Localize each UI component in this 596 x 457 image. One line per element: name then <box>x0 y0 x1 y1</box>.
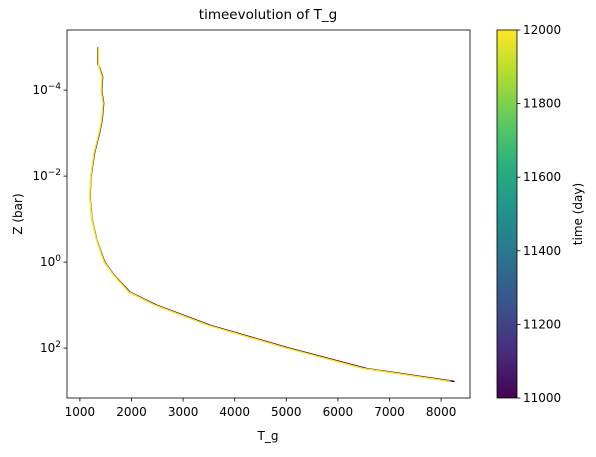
x-tick-label: 1000 <box>65 405 96 419</box>
x-tick-label: 2000 <box>116 405 147 419</box>
y-tick-label: 100 <box>40 254 61 269</box>
colorbar-label: time (day) <box>571 183 585 245</box>
y-axis-label: Z (bar) <box>11 193 25 234</box>
line <box>89 47 455 383</box>
colorbar-tick-label: 11200 <box>523 317 561 331</box>
colorbar-tick-label: 11800 <box>523 97 561 111</box>
colorbar-tick-label: 12000 <box>523 23 561 37</box>
y-tick-label: 102 <box>40 340 61 355</box>
plot-frame <box>66 29 471 399</box>
x-tick-label: 3000 <box>168 405 199 419</box>
x-tick-label: 8000 <box>426 405 457 419</box>
colorbar-tick-label: 11600 <box>523 170 561 184</box>
x-tick-label: 6000 <box>323 405 354 419</box>
colorbar-frame <box>496 29 518 399</box>
line <box>88 47 451 383</box>
chart-title: timeevolution of T_g <box>199 7 337 23</box>
x-tick-label: 7000 <box>374 405 405 419</box>
y-tick-label: 10−2 <box>32 168 61 183</box>
colorbar-tick-label: 11000 <box>523 391 561 405</box>
x-tick-label: 5000 <box>271 405 302 419</box>
x-tick-label: 4000 <box>219 405 250 419</box>
colorbar <box>497 30 517 398</box>
x-axis-label: T_g <box>257 429 279 443</box>
colorbar-tick-label: 11400 <box>523 244 561 258</box>
y-tick-label: 10−4 <box>32 82 61 97</box>
